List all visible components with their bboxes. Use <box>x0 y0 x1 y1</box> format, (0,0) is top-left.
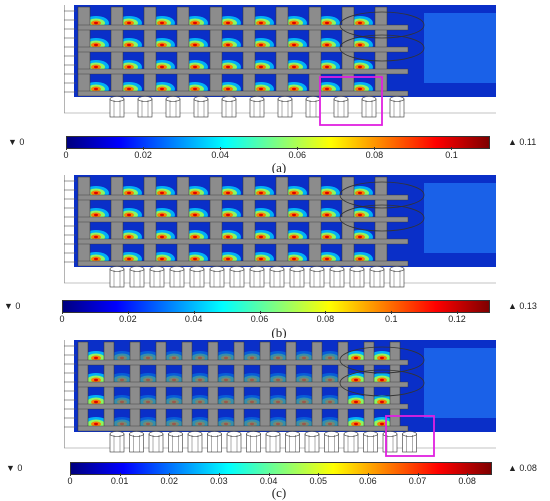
colorbar-tick-label: 0 <box>67 476 73 486</box>
colorbar-tick-mark <box>297 147 299 150</box>
colorbar-tick-mark <box>62 311 63 314</box>
colorbar-ticks-b: 0 0.02 0.04 0.06 0.08 0.1 0.12 <box>59 311 490 328</box>
colorbar-tick-label: 0.08 <box>365 150 384 160</box>
colorbar-tick-label: 0.02 <box>119 314 137 324</box>
colorbar-tick-mark <box>391 311 393 314</box>
colorbar-c <box>70 462 492 475</box>
simulation-view-a <box>64 3 496 129</box>
min-label-c: ▼ 0 <box>6 463 23 473</box>
colorbar-tick-mark <box>457 311 459 314</box>
max-label-c: ▲ 0.08 <box>508 463 537 473</box>
panel-b: ▼ 0 0 0.02 0.04 0.06 0.08 0.1 0.12 ▲ 0.13 (b) <box>0 170 550 340</box>
colorbar-tick-mark <box>259 311 261 314</box>
colorbar-b <box>62 300 490 313</box>
caption-c: (c) <box>271 485 287 500</box>
colorbar-tick-label: 0.02 <box>160 476 179 486</box>
caption-a: (a) <box>271 160 287 175</box>
max-label-a: ▲ 0.11 <box>508 137 537 147</box>
min-label-a: ▼ 0 <box>8 137 25 147</box>
colorbar-tick-mark <box>367 473 369 476</box>
colorbar-tick-mark <box>417 473 419 476</box>
colorbar-tick-label: 0.06 <box>288 150 307 160</box>
colorbar-tick-label: 0 <box>63 150 69 160</box>
colorbar-tick-label: 0.04 <box>211 150 229 160</box>
colorbar-tick-mark <box>119 473 121 476</box>
simulation-view-b <box>64 173 496 299</box>
colorbar-tick-mark <box>193 311 195 314</box>
colorbar-tick-mark <box>318 473 320 476</box>
colorbar-tick-label: 0.02 <box>134 150 152 160</box>
colorbar-tick-label: 0.1 <box>384 314 398 324</box>
colorbar-tick-mark <box>220 147 222 150</box>
colorbar-tick-label: 0.1 <box>445 150 458 160</box>
panel-a: ▼ 0 0 0.02 0.04 0.06 0.08 0.1 ▲ 0.11 (a) <box>0 0 550 175</box>
colorbar-tick-label: 0.12 <box>448 314 466 324</box>
colorbar-tick-label: 0.06 <box>359 476 377 486</box>
colorbar-tick-label: 0.04 <box>184 314 203 324</box>
colorbar-tick-mark <box>268 473 270 476</box>
colorbar-tick-mark <box>127 311 129 314</box>
colorbar-tick-label: 0.08 <box>316 314 335 324</box>
colorbar-tick-mark <box>66 147 67 150</box>
panel-c: ▼ 0 0 0.01 0.02 0.03 0.04 0.05 0.06 0.07 0.08 ▲ … <box>0 335 550 500</box>
simulation-view-c <box>64 338 496 464</box>
colorbar-tick-mark <box>374 147 376 150</box>
colorbar-tick-mark <box>467 473 469 476</box>
caption-b: (b) <box>271 325 287 340</box>
colorbar-tick-label: 0.07 <box>408 476 427 486</box>
colorbar-tick-label: 0.04 <box>259 476 278 486</box>
colorbar-tick-label: 0.06 <box>250 314 269 324</box>
colorbar-tick-mark <box>70 473 71 476</box>
colorbar-tick-mark <box>218 473 220 476</box>
colorbar-ticks-a: 0 0.02 0.04 0.06 0.08 0.1 <box>63 147 490 164</box>
colorbar-tick-mark <box>325 311 327 314</box>
colorbar-tick-label: 0.08 <box>458 476 476 486</box>
colorbar-ticks-c: 0 0.01 0.02 0.03 0.04 0.05 0.06 0.07 0.08 <box>67 473 492 490</box>
colorbar-tick-label: 0.05 <box>309 476 327 486</box>
colorbar-tick-mark <box>169 473 171 476</box>
colorbar-a <box>66 136 490 149</box>
colorbar-tick-label: 0 <box>59 314 65 324</box>
colorbar-tick-mark <box>451 147 453 150</box>
colorbar-tick-label: 0.03 <box>210 476 228 486</box>
min-label-b: ▼ 0 <box>4 301 21 311</box>
max-label-b: ▲ 0.13 <box>508 301 537 311</box>
colorbar-tick-mark <box>143 147 145 150</box>
colorbar-tick-label: 0.01 <box>110 476 129 486</box>
